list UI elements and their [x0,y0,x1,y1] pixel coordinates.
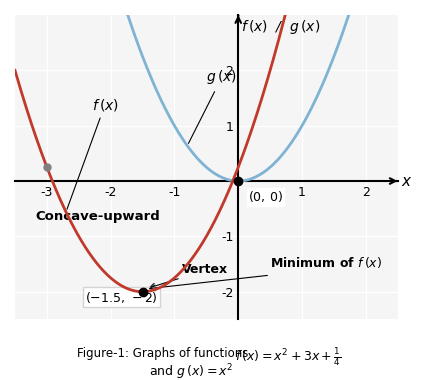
Text: Figure-1: Graphs of functions: Figure-1: Graphs of functions [77,347,248,360]
Text: $x$: $x$ [400,174,412,188]
Text: and $g\,(x)=x^2$: and $g\,(x)=x^2$ [149,363,233,380]
Text: $f\,(x)=x^2+3x+\frac{1}{4}$: $f\,(x)=x^2+3x+\frac{1}{4}$ [234,346,340,368]
Text: Minimum of $f\,(x)$: Minimum of $f\,(x)$ [270,255,381,269]
Text: $(-1.5,\,-2)$: $(-1.5,\,-2)$ [85,290,158,305]
Text: $(0,\,0)$: $(0,\,0)$ [247,189,282,204]
Text: Concave-upward: Concave-upward [35,210,160,223]
Text: Vertex: Vertex [181,263,228,276]
Text: $g\,(x)$: $g\,(x)$ [188,68,237,143]
Text: $f\,(x)$  /  $g\,(x)$: $f\,(x)$ / $g\,(x)$ [241,18,320,36]
Text: $f\,(x)$: $f\,(x)$ [67,97,118,209]
